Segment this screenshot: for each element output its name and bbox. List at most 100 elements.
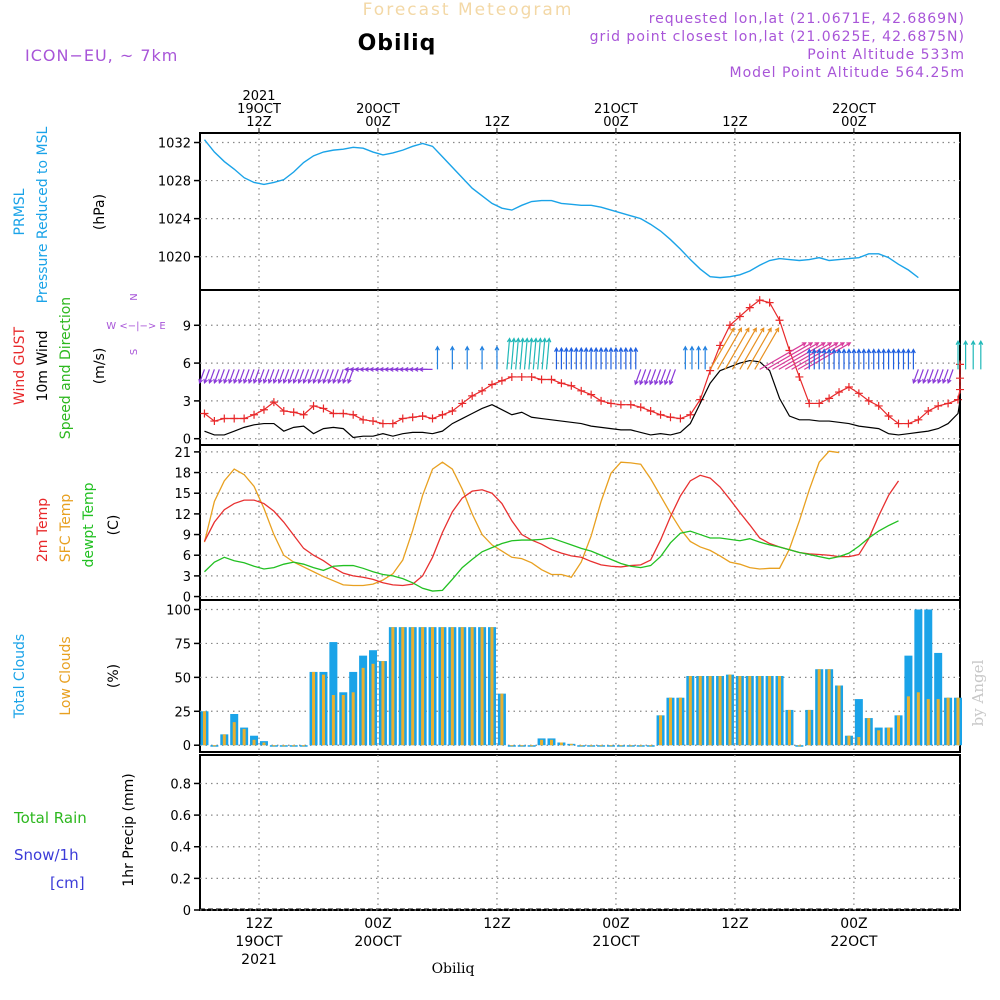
wind-direction-arrow	[603, 346, 609, 370]
wind-gust-marker	[874, 401, 883, 410]
snow-unit-label: [cm]	[50, 874, 85, 892]
wind-direction-arrow	[510, 337, 517, 370]
pressure-line	[203, 139, 919, 279]
wind-direction-arrow	[418, 366, 433, 372]
wind-direction-arrow	[598, 346, 604, 370]
y-tick-label: 0.8	[170, 777, 191, 792]
wind-gust-marker	[914, 415, 923, 424]
cloud-panel-frame	[199, 599, 961, 753]
faded-title: Forecast Meteogram	[363, 0, 574, 20]
top-time-label: 22OCT	[832, 102, 876, 117]
bottom-time-label: 12Z	[721, 916, 748, 932]
wind-gust-marker	[438, 410, 447, 419]
wind-direction-arrow	[541, 337, 547, 370]
wind-direction-arrow	[709, 327, 735, 370]
wind-gust-marker	[666, 413, 675, 422]
bottom-time-label: 22OCT	[830, 934, 878, 950]
low-cloud-bar	[510, 745, 514, 747]
wind-direction-arrow	[558, 346, 564, 370]
low-cloud-bar	[649, 745, 653, 747]
requested-coords: requested lon,lat (21.0671E, 42.6869N)	[649, 11, 965, 27]
wind-direction-arrow	[342, 369, 349, 385]
wind-gust-marker	[279, 406, 288, 415]
wind-gust-marker	[329, 409, 338, 418]
wind-gust-marker	[359, 415, 368, 424]
wind-gust-marker	[230, 414, 239, 423]
wind-direction-arrow	[772, 342, 820, 370]
wind-direction-arrow	[901, 348, 906, 370]
wind-direction-arrow	[292, 369, 300, 385]
wind-gust-marker	[765, 298, 774, 307]
bottom-time-label: 00Z	[602, 916, 629, 932]
top-time-label: 19OCT	[237, 102, 281, 117]
signature: by Angel	[969, 659, 987, 726]
wind-gust-marker	[706, 366, 715, 375]
bottom-time-axis: 12Z 19OCT 2021 00Z 20OCT 12Z 00Z 21OCT 12Z 00Z 22O…	[235, 916, 878, 968]
wind-gust-marker	[577, 386, 586, 395]
wind-gust-marker	[547, 375, 556, 384]
wind-gust-marker	[956, 374, 964, 383]
point-altitude: Point Altitude 533m	[807, 47, 965, 63]
bottom-time-label: 21OCT	[592, 934, 640, 950]
wind-direction-arrow	[689, 345, 695, 370]
low-cloud-bar	[857, 737, 861, 746]
wind-gust-marker	[339, 409, 348, 418]
wind-direction-arrow	[754, 327, 780, 370]
top-time-label: 12Z	[246, 115, 272, 130]
y-tick-label: 1020	[158, 251, 191, 266]
wind-gust-marker	[606, 399, 615, 408]
low-cloud-bar	[351, 692, 355, 746]
y-tick-label: 0	[183, 591, 191, 606]
cloud-unit: (%)	[106, 664, 122, 688]
wind-gust-marker	[478, 386, 487, 395]
wind-direction-arrow	[653, 369, 662, 386]
total-cloud-bar	[329, 642, 338, 746]
top-time-label: 20OCT	[356, 102, 400, 117]
wind-direction-arrow	[634, 369, 642, 386]
wind-direction-arrow	[663, 369, 672, 386]
temp-sfc-label: SFC Temp	[58, 494, 74, 563]
low-cloud-bar	[668, 697, 672, 746]
wind-direction-arrow	[435, 345, 440, 370]
wind-gust-marker	[884, 412, 893, 421]
low-cloud-bar	[748, 676, 752, 746]
wind-gust-marker	[735, 312, 744, 321]
low-cloud-bar	[956, 697, 960, 746]
low-cloud-bar	[916, 692, 920, 746]
wind-direction-arrow	[927, 369, 934, 385]
wind-direction-arrow	[337, 369, 344, 385]
wind-direction-arrow	[759, 342, 807, 370]
low-cloud-bar	[282, 745, 286, 747]
wind-direction-arrow	[233, 369, 240, 385]
low-cloud-bar	[500, 693, 504, 746]
low-cloud-bar	[837, 685, 841, 746]
wind-gust-marker	[934, 401, 943, 410]
wind-direction-arrow	[970, 339, 976, 370]
wind-direction-arrow	[272, 369, 280, 385]
wind-direction-arrow	[583, 346, 589, 370]
wind-direction-arrow	[963, 339, 969, 370]
wind-direction-arrow	[811, 348, 817, 370]
wind-gust-marker	[755, 296, 764, 305]
sfc-temp-line	[203, 450, 840, 587]
wind-direction-arrows	[198, 327, 984, 386]
dewpoint-line	[204, 520, 899, 592]
wind-direction-arrow	[841, 348, 847, 370]
wind-10m-line	[204, 359, 961, 439]
wind-direction-arrow	[804, 342, 852, 370]
wind-direction-arrow	[658, 369, 667, 386]
wind-direction-arrow	[696, 345, 702, 370]
wind-gust-marker	[537, 375, 546, 384]
wind-direction-arrow	[287, 369, 295, 385]
total-rain-label: Total Rain	[13, 809, 87, 827]
y-tick-label: 100	[166, 604, 191, 619]
wind-direction-arrow	[702, 345, 708, 370]
wind-gust-marker	[956, 360, 964, 369]
wind-direction-arrow	[238, 369, 245, 385]
wind-direction-arrow	[322, 369, 329, 385]
wind-direction-arrow	[871, 348, 877, 370]
wind-direction-arrow	[563, 346, 569, 370]
wind-direction-arrow	[302, 369, 310, 385]
low-cloud-bar	[262, 742, 266, 746]
wind-gust-marker	[507, 372, 516, 381]
